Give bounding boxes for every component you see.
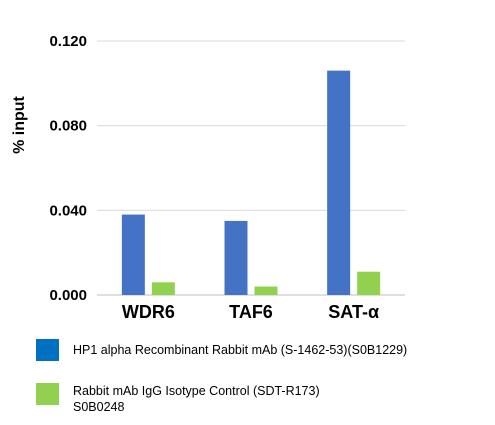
- x-tick-label: WDR6: [122, 302, 175, 322]
- y-tick-label: 0.040: [49, 202, 87, 219]
- chart: 0.000 0.040 0.080 0.120 WDR6 TAF6 SAT-α % inp…: [11, 33, 405, 322]
- legend-swatch: [36, 339, 59, 361]
- bar-hp1-alpha: [224, 220, 248, 295]
- y-tick-label: 0.000: [49, 287, 87, 304]
- x-tick-label: SAT-α: [328, 302, 379, 322]
- legend-swatch: [36, 383, 59, 405]
- bar-hp1-alpha: [121, 214, 145, 295]
- x-tick-labels: WDR6 TAF6 SAT-α: [122, 302, 379, 322]
- bar-igg-control: [151, 282, 175, 295]
- legend-label: Rabbit mAb IgG Isotype Control (SDT-R173…: [73, 384, 320, 414]
- legend-item-igg-control: Rabbit mAb IgG Isotype Control (SDT-R173…: [36, 383, 320, 415]
- bar-igg-control: [254, 286, 278, 295]
- y-tick-label: 0.080: [49, 118, 87, 135]
- bar-hp1-alpha: [327, 70, 351, 295]
- x-tick-label: TAF6: [229, 302, 273, 322]
- legend-label: HP1 alpha Recombinant Rabbit mAb (S-1462…: [73, 343, 408, 357]
- bar-igg-control: [357, 271, 381, 295]
- legend-item-hp1-alpha: HP1 alpha Recombinant Rabbit mAb (S-1462…: [36, 339, 407, 361]
- y-tick-labels: 0.000 0.040 0.080 0.120: [49, 33, 87, 304]
- gridlines: [97, 40, 405, 296]
- y-tick-label: 0.120: [49, 33, 87, 50]
- y-axis-label: % input: [11, 95, 28, 153]
- bars: [121, 70, 381, 295]
